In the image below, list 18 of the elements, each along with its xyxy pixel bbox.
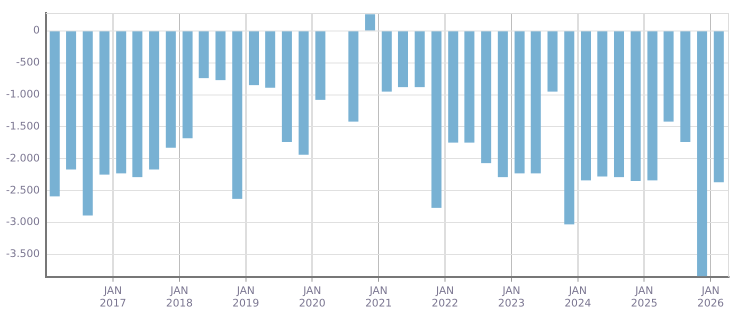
y-tick-label: -3.500 [6, 248, 40, 260]
x-tick-label: JAN 2025 [630, 284, 658, 310]
y-tick-label: -1.000 [6, 88, 40, 100]
x-tick-label: JAN 2021 [365, 284, 392, 310]
x-tick-label: JAN 2023 [498, 284, 525, 310]
y-tick-label: -2.000 [6, 152, 40, 164]
y-tick-label: -500 [16, 56, 40, 69]
x-tick-label: JAN 2020 [298, 284, 326, 310]
y-tick-label: -3.000 [6, 216, 40, 228]
y-tick-label: -2.500 [6, 184, 40, 196]
x-tick-label: JAN 2019 [232, 284, 260, 310]
x-tick-label: JAN 2018 [166, 284, 193, 310]
x-tick-label: JAN 2022 [432, 284, 458, 310]
x-tick-label: JAN 2026 [697, 284, 724, 310]
x-tick-label: JAN 2017 [100, 284, 126, 310]
y-tick-label: 0 [33, 24, 40, 37]
x-tick-label: JAN 2024 [564, 284, 592, 310]
y-tick-label: -1.500 [6, 120, 40, 132]
